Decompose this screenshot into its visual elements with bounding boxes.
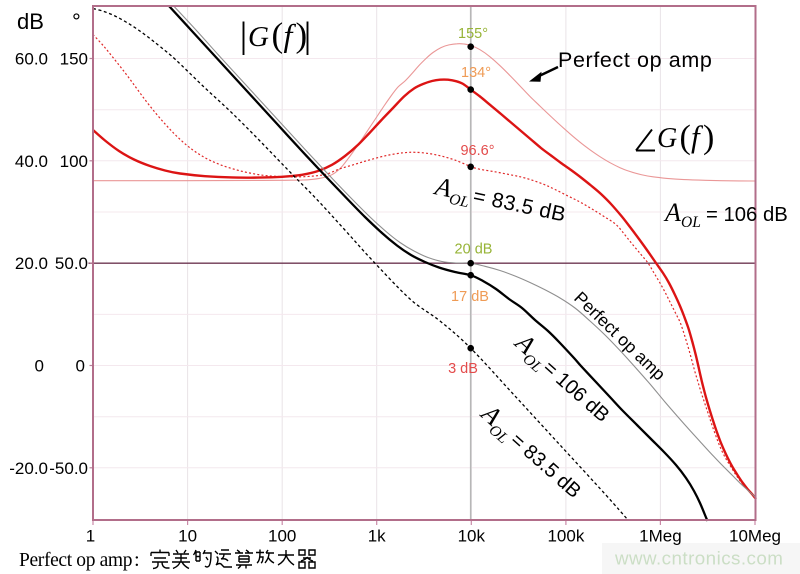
svg-text:= 106 dB: = 106 dB: [706, 204, 788, 226]
svg-text:-20.0: -20.0: [9, 459, 48, 478]
svg-text:100: 100: [60, 152, 88, 171]
svg-text:50.0: 50.0: [55, 254, 88, 273]
svg-text:G: G: [657, 123, 677, 154]
svg-text:0: 0: [76, 357, 85, 376]
svg-text:dB: dB: [17, 9, 44, 34]
svg-text:40.0: 40.0: [15, 152, 48, 171]
svg-text:3 dB: 3 dB: [448, 361, 478, 377]
svg-text:1Meg: 1Meg: [639, 527, 682, 546]
svg-text:A: A: [663, 198, 681, 227]
svg-text:1k: 1k: [368, 527, 386, 546]
svg-text:10: 10: [178, 527, 197, 546]
svg-text:150: 150: [60, 50, 88, 69]
svg-text:100: 100: [268, 527, 296, 546]
svg-text:(: (: [680, 119, 691, 156]
svg-text:134°: 134°: [461, 65, 491, 81]
svg-text:96.6°: 96.6°: [460, 143, 494, 159]
svg-text:20.0: 20.0: [15, 254, 48, 273]
svg-text:): ): [296, 15, 308, 54]
svg-text:A: A: [431, 171, 455, 203]
svg-text:): ): [703, 119, 714, 156]
svg-text:°: °: [72, 9, 81, 34]
svg-text:(: (: [272, 15, 284, 54]
svg-text:155°: 155°: [458, 26, 488, 42]
svg-text:www.cntronics.com: www.cntronics.com: [614, 548, 783, 569]
svg-text:1: 1: [86, 527, 95, 546]
svg-text:OL: OL: [448, 190, 471, 211]
svg-text:17 dB: 17 dB: [451, 289, 489, 305]
svg-text:0: 0: [35, 357, 44, 376]
svg-text:Perfect op amp: Perfect op amp: [558, 48, 712, 72]
svg-text:-50.0: -50.0: [49, 459, 88, 478]
svg-text:OL: OL: [681, 214, 701, 231]
svg-text:Perfect op amp: Perfect op amp: [19, 550, 132, 571]
svg-text:20 dB: 20 dB: [455, 242, 493, 258]
svg-text:10k: 10k: [458, 527, 486, 546]
svg-text:60.0: 60.0: [15, 50, 48, 69]
svg-text:G: G: [248, 21, 269, 53]
svg-text:100k: 100k: [547, 527, 584, 546]
svg-text:10Meg: 10Meg: [729, 527, 781, 546]
svg-text::: :: [134, 549, 140, 571]
